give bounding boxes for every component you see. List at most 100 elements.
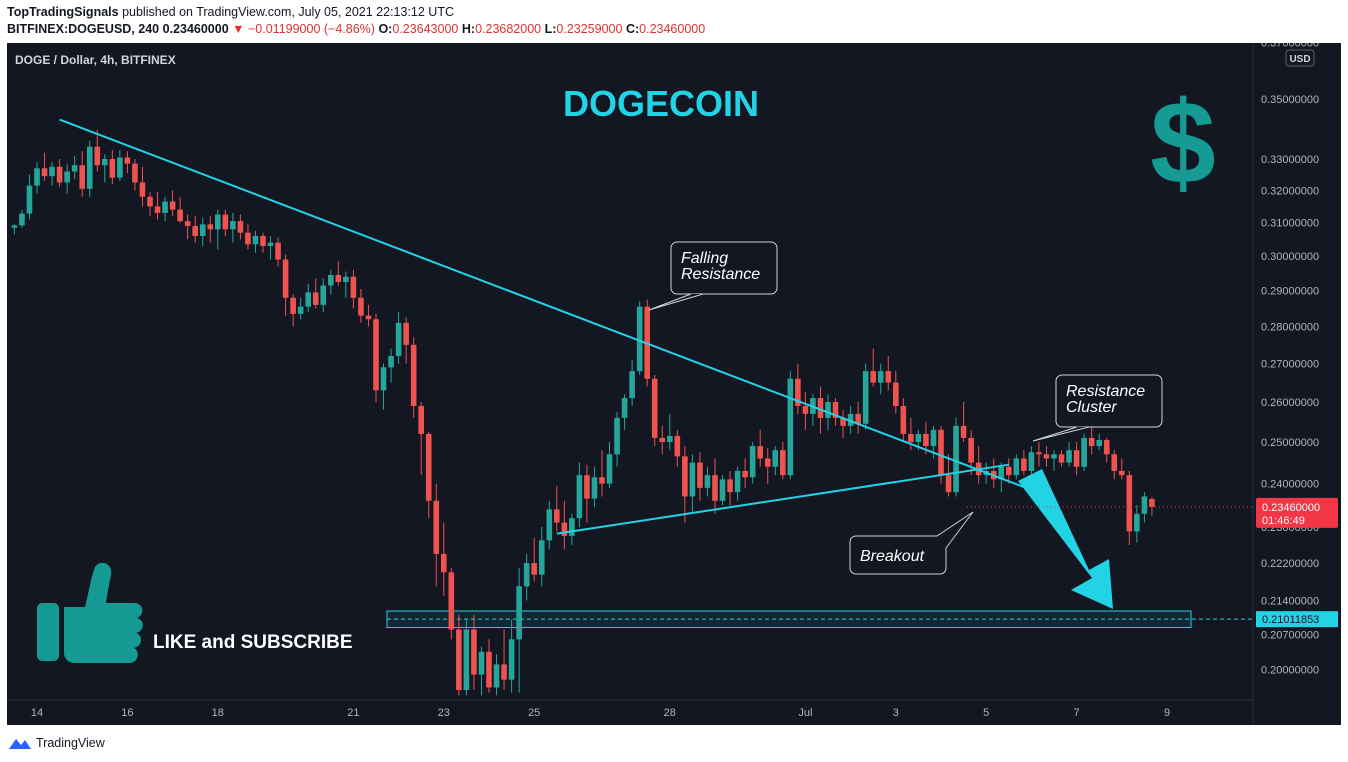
candle xyxy=(343,271,349,298)
candle xyxy=(109,149,116,185)
callout: Breakout xyxy=(849,511,974,575)
candle xyxy=(840,409,846,438)
candle xyxy=(486,639,492,693)
y-tick-label: 0.20000000 xyxy=(1261,664,1319,676)
candle xyxy=(471,614,477,691)
candle xyxy=(230,212,236,243)
candle xyxy=(154,191,161,220)
rising-trendline xyxy=(556,463,1009,535)
candle xyxy=(456,614,462,696)
candle xyxy=(312,278,319,309)
candle xyxy=(493,654,500,696)
candle xyxy=(1036,442,1042,467)
y-tick-label: 0.37000000 xyxy=(1261,43,1319,49)
tradingview-logo-icon xyxy=(9,739,31,749)
candle xyxy=(410,337,417,418)
instrument-label: DOGE / Dollar, 4h, BITFINEX xyxy=(15,53,176,67)
symbol-label: BITFINEX:DOGEUSD, 240 xyxy=(7,22,160,36)
candle xyxy=(237,214,244,240)
last-price-text: 0.23460000 xyxy=(162,22,229,36)
publisher-name[interactable]: TopTradingSignals xyxy=(7,5,119,19)
svg-text:USD: USD xyxy=(1289,54,1310,65)
support-price-value: 0.21011853 xyxy=(1262,614,1319,626)
candle xyxy=(757,429,763,467)
candle xyxy=(79,151,85,197)
candle xyxy=(49,162,55,186)
candle xyxy=(184,214,191,240)
candle xyxy=(870,348,876,387)
candle xyxy=(169,190,176,217)
candle xyxy=(320,278,327,313)
candle xyxy=(388,348,394,383)
candle xyxy=(810,394,816,426)
candle xyxy=(712,458,718,514)
candle xyxy=(395,312,402,364)
close-value: 0.23460000 xyxy=(639,22,706,36)
candle xyxy=(1013,454,1020,480)
candle xyxy=(11,224,18,235)
publish-info: TopTradingSignals published on TradingVi… xyxy=(7,5,454,19)
candle xyxy=(1103,437,1110,463)
candle xyxy=(19,209,25,228)
callout-tail xyxy=(648,293,704,311)
callout-text: Breakout xyxy=(860,548,925,565)
candle xyxy=(1081,433,1087,471)
candle xyxy=(335,261,342,286)
candle xyxy=(667,413,673,451)
candle xyxy=(651,374,658,447)
candle xyxy=(990,458,997,488)
candle xyxy=(207,216,214,243)
candle xyxy=(832,398,839,426)
candle xyxy=(614,411,620,467)
candle xyxy=(199,217,206,247)
x-tick-label: 5 xyxy=(983,707,989,719)
x-tick-label: Jul xyxy=(798,707,812,719)
candle xyxy=(34,162,40,194)
y-tick-label: 0.22200000 xyxy=(1261,558,1319,570)
candle xyxy=(1111,450,1118,480)
candle xyxy=(365,304,372,327)
support-price-badge: 0.21011853 xyxy=(1256,611,1338,628)
x-tick-label: 23 xyxy=(438,707,450,719)
candle xyxy=(252,230,259,253)
open-label: O: xyxy=(378,22,393,36)
candle xyxy=(433,483,440,587)
candle xyxy=(1006,458,1012,484)
candle xyxy=(448,567,455,640)
candle xyxy=(41,152,48,181)
open-value: 0.23643000 xyxy=(392,22,459,36)
candle xyxy=(727,470,733,506)
candle xyxy=(802,392,809,430)
candle xyxy=(704,466,711,497)
candle xyxy=(629,359,635,406)
x-tick-label: 7 xyxy=(1074,707,1080,719)
candle xyxy=(591,466,598,508)
candle xyxy=(403,317,409,364)
candle xyxy=(697,452,703,501)
chart-panel[interactable]: Falling Resistance Resistance Cluster Breako… xyxy=(7,37,1341,725)
candle xyxy=(245,224,251,250)
candle xyxy=(192,216,198,243)
candle xyxy=(795,363,801,414)
x-tick-label: 3 xyxy=(893,707,899,719)
candle xyxy=(441,522,447,596)
candle xyxy=(1058,450,1065,467)
candle xyxy=(297,297,304,320)
candle xyxy=(516,567,522,693)
footer-brand[interactable]: TradingView xyxy=(8,735,105,751)
candle xyxy=(659,425,666,455)
candle xyxy=(945,454,952,497)
candle xyxy=(621,394,628,430)
thumbs-up-icon xyxy=(37,562,143,663)
candle xyxy=(478,646,485,696)
y-tick-label: 0.33000000 xyxy=(1261,154,1319,166)
callout-text: Cluster xyxy=(1066,399,1117,416)
candle xyxy=(900,398,907,443)
chart-canvas[interactable]: FallingResistanceResistanceClusterBreako… xyxy=(7,37,1341,725)
down-arrow-icon xyxy=(1018,469,1113,609)
candle xyxy=(425,431,432,519)
x-tick-label: 16 xyxy=(121,707,133,719)
ohlc-legend: BITFINEX:DOGEUSD, 240 0.23460000 ▼ −0.01… xyxy=(7,22,705,36)
